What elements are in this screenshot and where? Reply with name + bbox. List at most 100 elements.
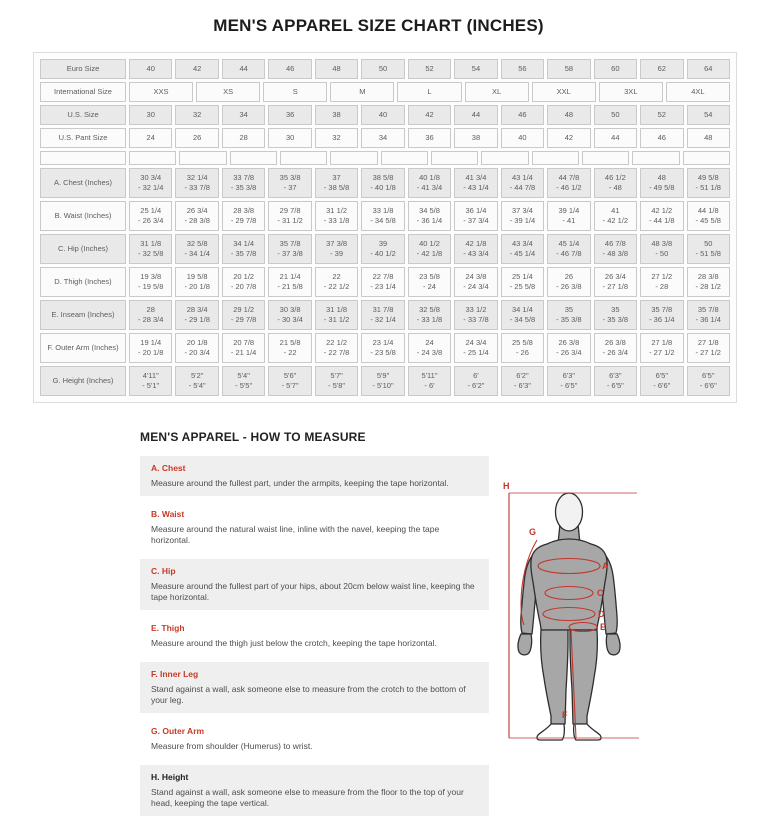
size-cell: 48 [314, 59, 359, 79]
size-cell: 40 [129, 59, 173, 79]
measure-item: A. Chest Measure around the fullest part,… [140, 456, 489, 496]
size-cell: 44 [454, 105, 498, 125]
size-cell: 38 5/8- 40 1/8 [361, 168, 405, 198]
size-cell: XXL [531, 82, 596, 102]
chest-ellipse [537, 557, 601, 575]
torso [530, 538, 608, 631]
chest-label: A [602, 561, 609, 571]
body-measurement-diagram: H G A C D E F [487, 448, 643, 762]
size-cell: 25 5/8- 26 [500, 333, 545, 363]
measure-item-heading: E. Thigh [151, 623, 185, 633]
size-cell: 26 3/8- 26 3/4 [593, 333, 638, 363]
size-cell: 22 7/8- 23 1/4 [361, 267, 405, 297]
size-cell: 29 1/2- 29 7/8 [221, 300, 266, 330]
size-cell [682, 151, 730, 165]
measure-item-text: Stand against a wall, ask someone else t… [151, 787, 464, 808]
size-cell [430, 151, 479, 165]
table-row: International Size XXS XS S M L XL XXL 3XL 4XL [40, 82, 730, 102]
outer-arm-label: G [529, 527, 536, 537]
size-cell [632, 151, 680, 165]
size-cell: 24 3/8- 24 3/4 [454, 267, 498, 297]
size-cell: 49 5/8- 51 1/8 [686, 168, 730, 198]
waist-ellipse [544, 585, 594, 601]
size-cell: 46 7/8- 48 3/8 [593, 234, 638, 264]
measure-item: E. Thigh Measure around the thigh just be… [140, 616, 489, 656]
size-cell: XXS [129, 82, 194, 102]
size-cell: 38 [314, 105, 359, 125]
size-cell: 44 [221, 59, 266, 79]
size-cell [179, 151, 227, 165]
size-cell: 38 [454, 128, 498, 148]
measure-item-text: Measure around the fullest part, under t… [151, 478, 449, 488]
size-cell [129, 151, 177, 165]
size-cell: 32 1/4- 33 7/8 [175, 168, 219, 198]
size-cell: 45 1/4- 46 7/8 [547, 234, 591, 264]
measure-item: G. Outer Arm Measure from shoulder (Humer… [140, 719, 489, 759]
hip-ellipse [542, 606, 596, 622]
size-cell: 52 [407, 59, 452, 79]
size-cell: 41- 42 1/2 [593, 201, 638, 231]
size-cell: 6'5" - 6'6" [686, 366, 730, 396]
left-leg [539, 629, 569, 725]
size-cell: 6'3" - 6'5" [593, 366, 638, 396]
row-label: C. Hip (Inches) [40, 234, 126, 264]
size-cell: 32 5/8- 34 1/4 [175, 234, 219, 264]
size-cell: 40 1/8- 41 3/4 [407, 168, 452, 198]
size-cell: 50 [361, 59, 405, 79]
table-row: Euro Size 40 42 44 46 48 50 52 54 56 58 60 62 64 [40, 59, 730, 79]
hip-label: D [598, 609, 605, 619]
measure-item-text: Measure around the fullest part of your … [151, 581, 475, 602]
row-label [40, 151, 126, 165]
table-row: F. Outer Arm (Inches) 19 1/4- 20 1/8 20 1/… [40, 333, 730, 363]
size-cell: 5'11" - 6' [407, 366, 452, 396]
size-cell: 28 3/8- 28 1/2 [686, 267, 730, 297]
measure-item-heading: G. Outer Arm [151, 726, 205, 736]
right-hand [605, 633, 621, 656]
size-cell: 42 1/8- 43 3/4 [454, 234, 498, 264]
measurement-marks [508, 492, 639, 739]
size-cell: 34 [221, 105, 266, 125]
size-cell: 33 1/2- 33 7/8 [454, 300, 498, 330]
size-cell: 42 [547, 128, 591, 148]
size-cell: 24 3/4- 25 1/4 [454, 333, 498, 363]
size-cell: 27 1/8- 27 1/2 [640, 333, 684, 363]
size-cell: 32 [175, 105, 219, 125]
measure-item-heading: C. Hip [151, 566, 176, 576]
size-cell: 30 3/8- 30 3/4 [268, 300, 312, 330]
size-cell: 24- 24 3/8 [407, 333, 452, 363]
measure-item: H. Height Stand against a wall, ask someo… [140, 765, 489, 816]
size-cell: 27 1/8- 27 1/2 [686, 333, 730, 363]
size-cell: L [397, 82, 462, 102]
size-cell: 23 1/4- 23 5/8 [361, 333, 405, 363]
size-cell: 22- 22 1/2 [314, 267, 359, 297]
size-cell: 37 3/4- 39 1/4 [500, 201, 545, 231]
measure-item: C. Hip Measure around the fullest part of… [140, 559, 489, 610]
table-row: U.S. Size 30 32 34 36 38 40 42 44 46 48 50 52 54 [40, 105, 730, 125]
size-cell: 21 5/8- 22 [268, 333, 312, 363]
size-cell: 37 3/8- 39 [314, 234, 359, 264]
size-cell: 48- 49 5/8 [640, 168, 684, 198]
size-cell: 54 [454, 59, 498, 79]
size-chart-table: Euro Size 40 42 44 46 48 50 52 54 56 58 60 62 64 Inter… [33, 52, 737, 403]
size-cell [380, 151, 428, 165]
size-cell [330, 151, 378, 165]
size-cell: 50- 51 5/8 [686, 234, 730, 264]
size-cell: 6' - 6'2" [454, 366, 498, 396]
size-cell: 31 1/8- 32 5/8 [129, 234, 173, 264]
left-foot [536, 723, 566, 741]
size-cell: 28 3/4- 29 1/8 [175, 300, 219, 330]
size-cell: 41 3/4- 43 1/4 [454, 168, 498, 198]
size-cell: 35 7/8- 37 3/8 [268, 234, 312, 264]
size-cell: 36 1/4- 37 3/4 [454, 201, 498, 231]
size-cell: 64 [686, 59, 730, 79]
body-silhouette [517, 492, 621, 741]
diagram-letters: H G A C D E F [503, 481, 609, 720]
row-label: U.S. Size [40, 105, 126, 125]
right-leg [569, 629, 599, 725]
size-cell: 46 [268, 59, 312, 79]
size-cell: 46 [640, 128, 684, 148]
size-cell: 26- 26 3/8 [547, 267, 591, 297]
row-label: D. Thigh (Inches) [40, 267, 126, 297]
size-cell: 44 [593, 128, 638, 148]
measure-item-heading: B. Waist [151, 509, 185, 519]
